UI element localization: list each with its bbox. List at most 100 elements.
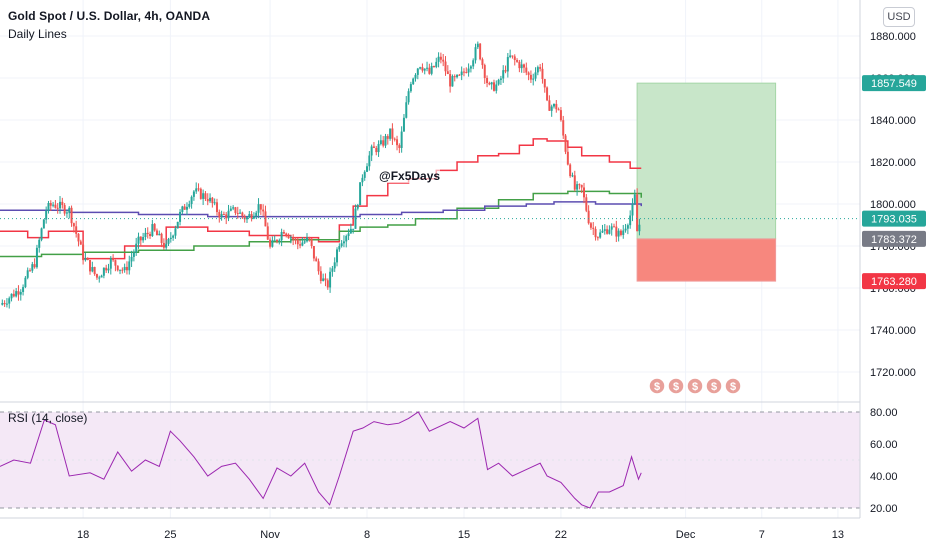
candle-up[interactable] — [40, 228, 43, 240]
candle-down[interactable] — [569, 164, 572, 177]
candle-down[interactable] — [236, 212, 239, 214]
price-label-box[interactable] — [862, 210, 926, 227]
candle-down[interactable] — [589, 223, 592, 228]
candle-down[interactable] — [488, 83, 491, 85]
candle-up[interactable] — [22, 287, 25, 292]
candle-down[interactable] — [310, 238, 313, 247]
candle-up[interactable] — [608, 229, 611, 234]
candle-up[interactable] — [252, 216, 255, 219]
candle-up[interactable] — [45, 210, 48, 220]
calendar-event-icon[interactable] — [686, 377, 704, 395]
candle-up[interactable] — [19, 291, 22, 295]
candle-up[interactable] — [456, 74, 459, 78]
candle-up[interactable] — [26, 270, 29, 278]
candle-down[interactable] — [428, 67, 431, 74]
candle-up[interactable] — [47, 203, 50, 211]
candle-down[interactable] — [393, 138, 396, 140]
candle-down[interactable] — [292, 237, 295, 240]
candle-up[interactable] — [384, 136, 387, 146]
candle-up[interactable] — [188, 204, 191, 207]
candle-up[interactable] — [633, 194, 636, 204]
candle-up[interactable] — [495, 84, 498, 91]
candle-down[interactable] — [324, 278, 327, 281]
candle-down[interactable] — [3, 303, 6, 305]
candle-down[interactable] — [559, 110, 562, 121]
price-label-box[interactable] — [862, 273, 926, 290]
candle-up[interactable] — [123, 266, 126, 271]
candle-down[interactable] — [287, 235, 290, 239]
candle-down[interactable] — [155, 230, 158, 236]
candle-up[interactable] — [368, 155, 371, 167]
candle-up[interactable] — [370, 146, 373, 156]
candle-up[interactable] — [626, 225, 629, 229]
candle-up[interactable] — [576, 184, 579, 190]
candle-down[interactable] — [606, 229, 609, 234]
candle-down[interactable] — [114, 260, 117, 266]
candle-up[interactable] — [158, 233, 161, 236]
candle-up[interactable] — [345, 236, 348, 242]
candle-up[interactable] — [1, 303, 4, 305]
candle-down[interactable] — [146, 232, 149, 234]
candle-up[interactable] — [610, 226, 613, 230]
candle-up[interactable] — [571, 175, 574, 177]
candle-down[interactable] — [79, 241, 82, 245]
candle-up[interactable] — [289, 237, 292, 239]
candle-down[interactable] — [266, 226, 269, 240]
candle-down[interactable] — [444, 61, 447, 72]
candle-up[interactable] — [322, 278, 325, 281]
candle-down[interactable] — [446, 71, 449, 75]
candle-up[interactable] — [227, 210, 230, 219]
candle-up[interactable] — [329, 271, 332, 288]
candle-down[interactable] — [319, 271, 322, 281]
candle-down[interactable] — [139, 236, 142, 241]
candle-up[interactable] — [24, 277, 27, 288]
candle-up[interactable] — [167, 239, 170, 244]
candle-up[interactable] — [65, 212, 68, 214]
candle-down[interactable] — [294, 239, 297, 241]
candle-up[interactable] — [435, 61, 438, 67]
candle-up[interactable] — [472, 60, 475, 67]
candle-down[interactable] — [105, 267, 108, 271]
candle-up[interactable] — [603, 229, 606, 231]
candle-down[interactable] — [583, 187, 586, 198]
candle-down[interactable] — [587, 210, 590, 224]
candle-up[interactable] — [144, 232, 147, 238]
candle-up[interactable] — [280, 232, 283, 241]
candle-down[interactable] — [513, 56, 516, 61]
candle-up[interactable] — [419, 67, 422, 69]
candle-up[interactable] — [534, 72, 537, 79]
candle-up[interactable] — [192, 191, 195, 197]
candle-down[interactable] — [243, 215, 246, 220]
candle-down[interactable] — [421, 67, 424, 71]
candle-down[interactable] — [75, 226, 78, 234]
candle-down[interactable] — [557, 109, 560, 111]
candle-up[interactable] — [151, 224, 154, 237]
candle-down[interactable] — [578, 184, 581, 186]
candle-down[interactable] — [518, 61, 521, 69]
candle-up[interactable] — [185, 206, 188, 210]
candle-down[interactable] — [580, 184, 583, 188]
candle-down[interactable] — [465, 72, 468, 74]
candle-down[interactable] — [636, 194, 639, 232]
candle-down[interactable] — [269, 239, 272, 247]
candle-up[interactable] — [366, 166, 369, 172]
price-label-box[interactable] — [862, 230, 926, 247]
candle-down[interactable] — [504, 70, 507, 72]
candle-up[interactable] — [426, 67, 429, 69]
candle-up[interactable] — [536, 67, 539, 73]
candle-down[interactable] — [543, 79, 546, 88]
candle-down[interactable] — [564, 135, 567, 152]
candle-down[interactable] — [492, 82, 495, 91]
candle-down[interactable] — [585, 197, 588, 211]
candle-up[interactable] — [42, 219, 45, 229]
candle-up[interactable] — [31, 264, 34, 271]
candle-up[interactable] — [271, 240, 274, 247]
candle-down[interactable] — [262, 209, 265, 212]
candle-up[interactable] — [363, 171, 366, 178]
candle-up[interactable] — [460, 71, 463, 76]
candle-up[interactable] — [361, 177, 364, 183]
candle-down[interactable] — [112, 258, 115, 261]
candle-up[interactable] — [347, 233, 350, 237]
candle-up[interactable] — [8, 298, 11, 304]
